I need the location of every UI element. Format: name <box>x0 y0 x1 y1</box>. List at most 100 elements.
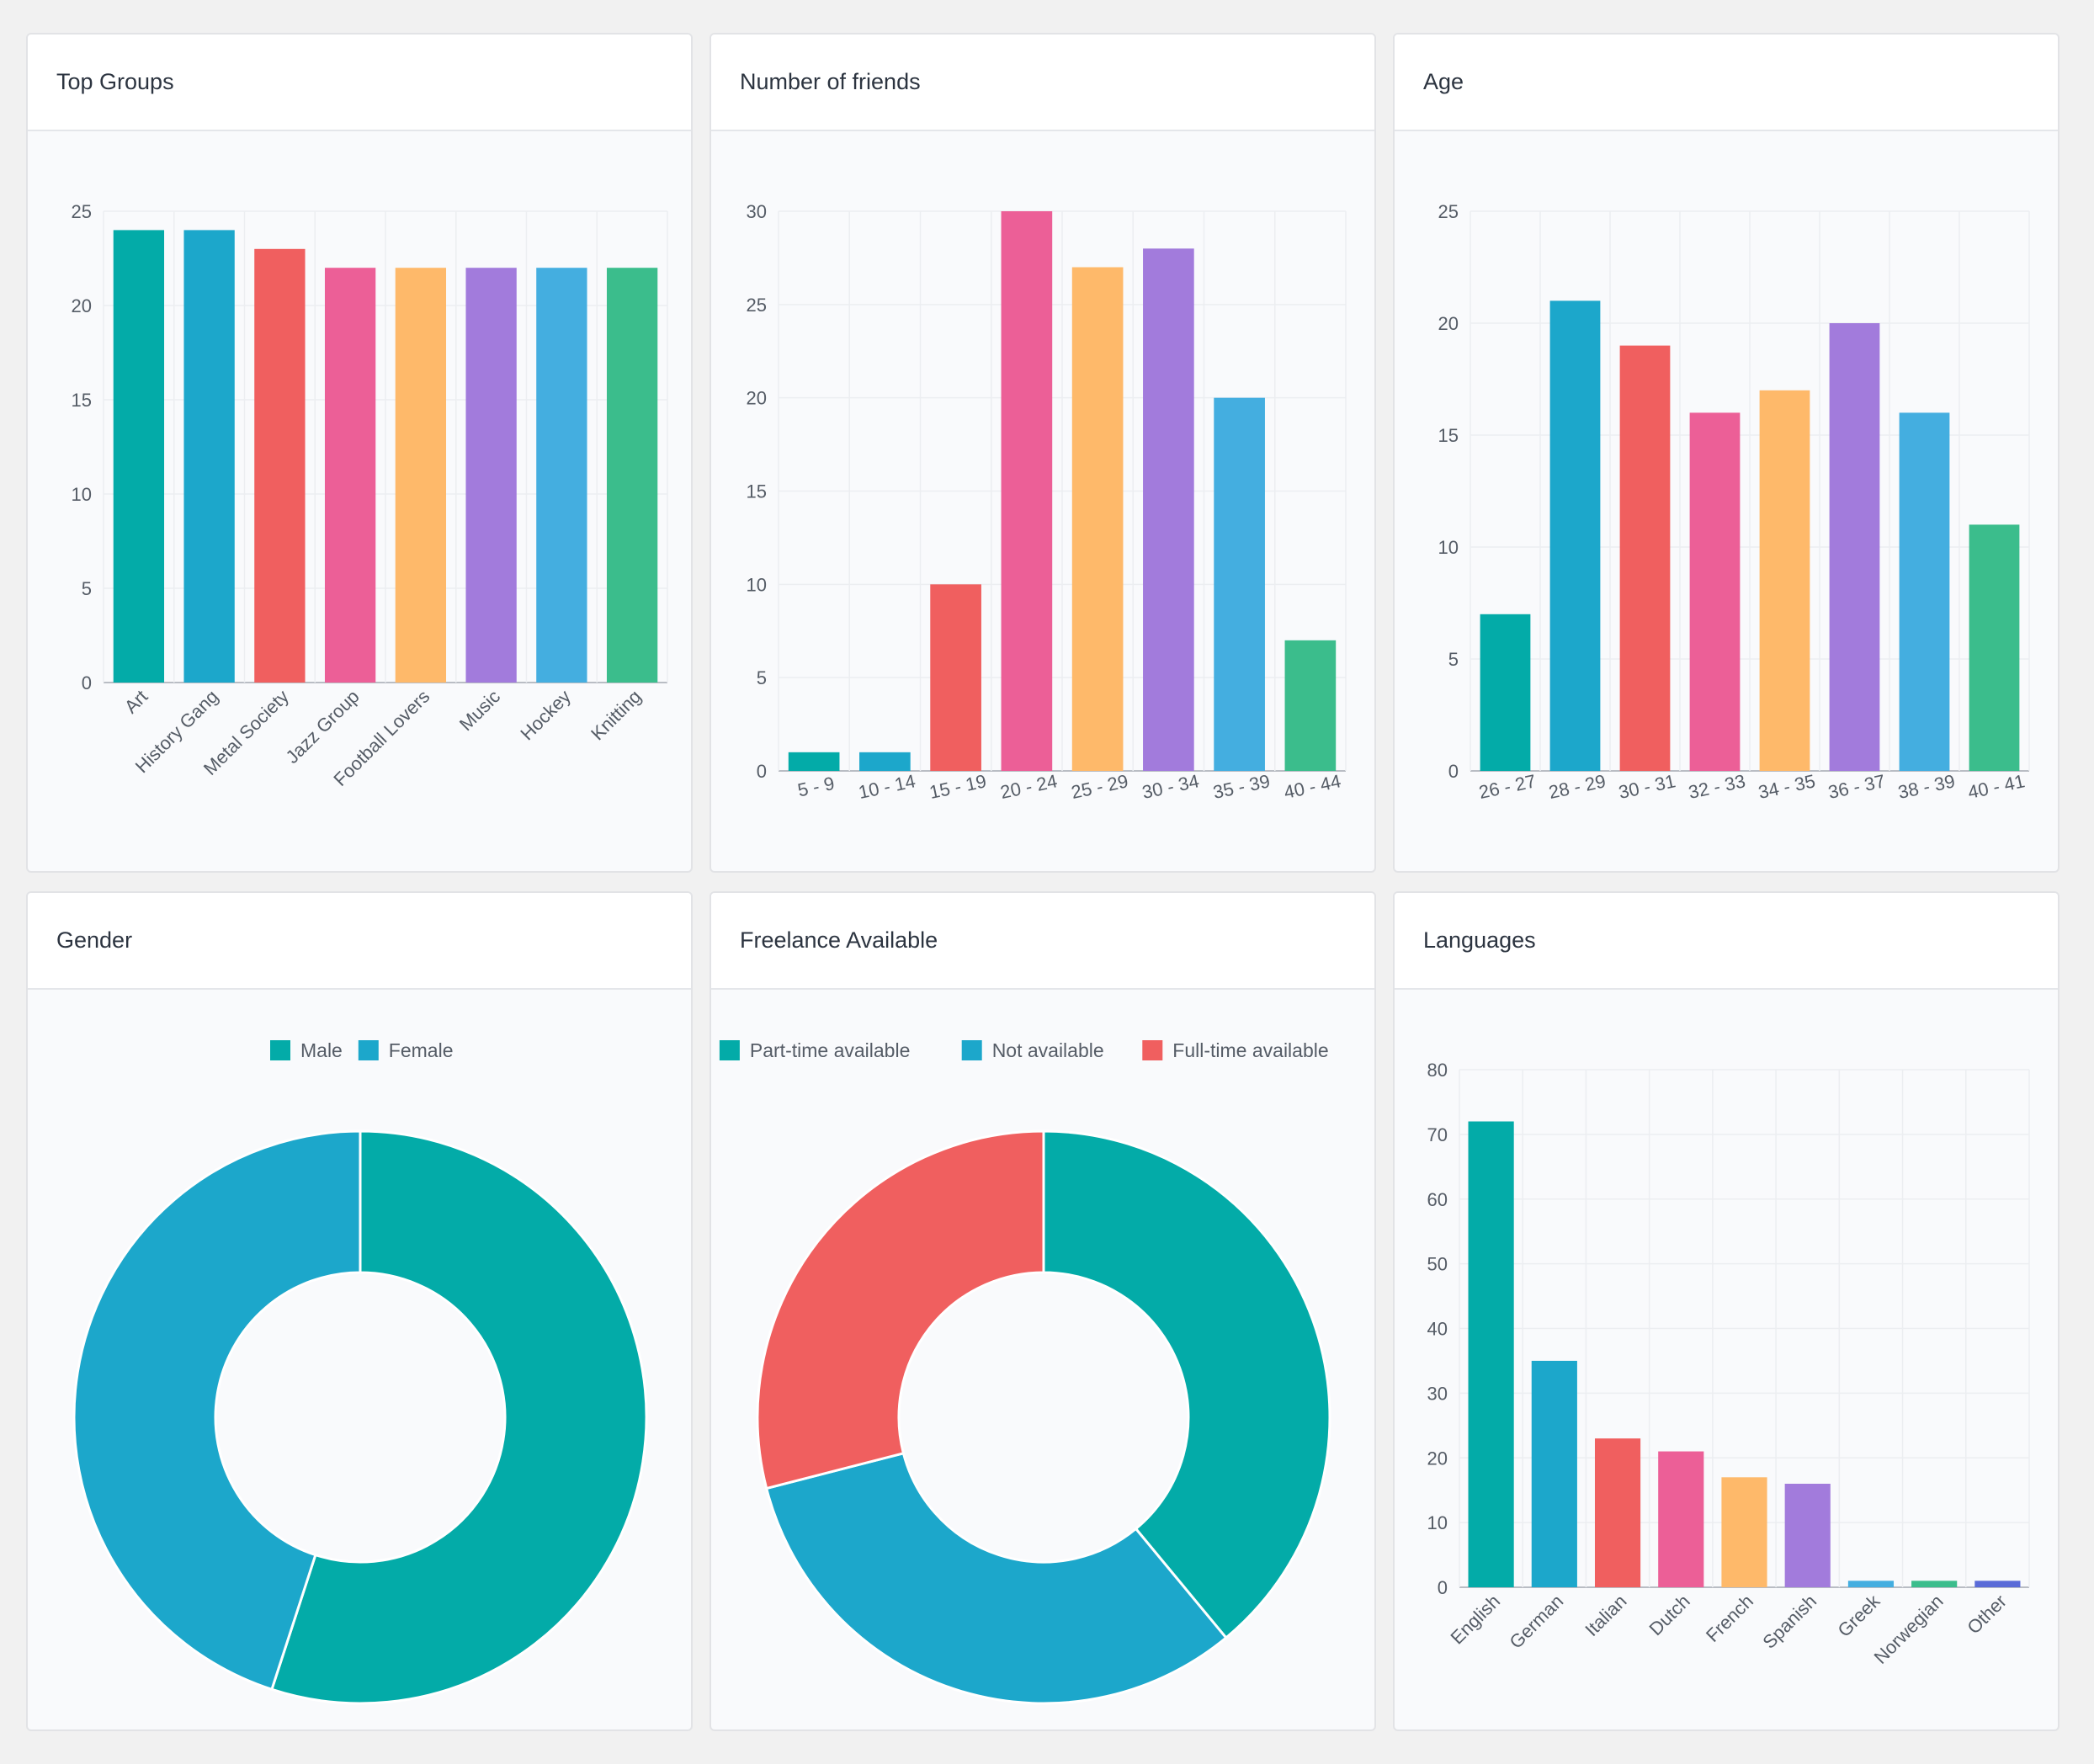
y-tick-label: 40 <box>1427 1319 1448 1340</box>
y-tick-label: 50 <box>1427 1254 1448 1275</box>
y-tick-label: 60 <box>1427 1189 1448 1210</box>
bar-35-39 <box>1214 397 1265 771</box>
bar-15-19 <box>930 584 981 771</box>
x-tick-label: 26 - 27 <box>1477 770 1538 803</box>
x-tick-label: 15 - 19 <box>927 770 988 803</box>
bar-history-gang <box>183 230 235 683</box>
bar-spanish <box>1784 1484 1831 1587</box>
age-chart: 0 5 10 15 20 25 26 - 27 28 - 29 30 - 31 32 - 33 34… <box>1438 201 2030 803</box>
x-tick-label: 30 - 34 <box>1140 770 1201 803</box>
y-tick-label: 25 <box>1438 201 1459 222</box>
card-gender: Gender Male Female <box>26 891 693 1731</box>
bar-30-31 <box>1619 345 1671 771</box>
bar-knitting <box>606 268 658 683</box>
bar-32-33 <box>1689 412 1741 771</box>
card-title: Top Groups <box>28 35 691 131</box>
y-tick-label: 15 <box>72 390 92 411</box>
x-tick-label: Knitting <box>587 686 646 745</box>
y-tick-label: 15 <box>747 481 767 502</box>
bar-10-14 <box>859 752 911 771</box>
bar-38-39 <box>1899 412 1950 771</box>
x-tick-label: 40 - 41 <box>1966 770 2027 803</box>
y-tick-label: 5 <box>82 578 92 599</box>
card-title: Age <box>1395 35 2058 131</box>
y-tick-label: 70 <box>1427 1124 1448 1145</box>
y-tick-label: 20 <box>747 388 767 409</box>
y-tick-label: 25 <box>72 201 92 222</box>
legend-label-part-time-available: Part-time available <box>750 1039 910 1061</box>
x-tick-label: 40 - 44 <box>1282 770 1342 803</box>
bar-36-37 <box>1829 323 1880 771</box>
slice-full-time-available <box>756 1129 1045 1490</box>
card-title: Number of friends <box>711 35 1374 131</box>
x-tick-label: 10 - 14 <box>857 770 917 803</box>
bar-art <box>113 230 165 683</box>
card-number-of-friends: Number of friends 0 5 10 15 20 25 30 5 - 9 10 - … <box>710 33 1376 873</box>
y-tick-label: 20 <box>1438 313 1459 334</box>
bar-music <box>465 268 517 683</box>
y-tick-label: 0 <box>757 761 767 782</box>
legend-label-full-time-available: Full-time available <box>1172 1039 1328 1061</box>
bar-dutch <box>1658 1451 1704 1587</box>
y-tick-label: 25 <box>747 295 767 316</box>
bar-hockey <box>536 268 587 683</box>
bar-french <box>1721 1477 1767 1587</box>
bar-greek <box>1847 1581 1895 1587</box>
bar-30-34 <box>1143 248 1194 771</box>
x-tick-label: 28 - 29 <box>1547 770 1608 803</box>
x-tick-label: 32 - 33 <box>1687 770 1747 803</box>
y-tick-label: 10 <box>747 574 767 595</box>
x-tick-label: Italian <box>1581 1591 1630 1640</box>
y-tick-label: 0 <box>1448 761 1459 782</box>
bar-34-35 <box>1759 390 1810 771</box>
legend-swatch-full-time-available <box>1142 1040 1163 1060</box>
freelance-available-chart: Part-time available Not available Full-tim… <box>719 1039 1331 1705</box>
x-tick-label: 25 - 29 <box>1069 770 1129 803</box>
card-age: Age 0 5 10 15 20 25 26 - 27 28 - 29 30 - 31 32 - … <box>1393 33 2059 873</box>
x-tick-label: Hockey <box>516 686 575 745</box>
gender-chart: Male Female <box>72 1039 648 1705</box>
y-tick-label: 5 <box>1448 649 1459 670</box>
x-tick-label: 34 - 35 <box>1757 770 1817 803</box>
y-tick-label: 5 <box>757 667 767 688</box>
bar-norwegian <box>1911 1581 1958 1587</box>
card-title: Gender <box>28 893 691 990</box>
bar-25-29 <box>1071 267 1124 771</box>
legend-swatch-not-available <box>961 1040 982 1060</box>
bar-english <box>1468 1121 1514 1587</box>
y-tick-label: 20 <box>72 295 92 316</box>
slice-not-available <box>764 1451 1228 1705</box>
legend-swatch-part-time-available <box>719 1040 740 1060</box>
bar-metal-society <box>254 248 306 683</box>
bar-40-41 <box>1969 524 2020 771</box>
number-of-friends-chart: 0 5 10 15 20 25 30 5 - 9 10 - 14 15 - 19 20 - 24 25… <box>747 201 1347 803</box>
x-tick-label: 36 - 37 <box>1826 770 1887 803</box>
legend-swatch-male <box>270 1040 290 1060</box>
x-tick-label: 20 - 24 <box>998 770 1059 803</box>
x-tick-label: Music <box>455 686 504 735</box>
legend-swatch-female <box>358 1040 379 1060</box>
bar-italian <box>1594 1438 1641 1587</box>
y-tick-label: 15 <box>1438 425 1459 446</box>
y-tick-label: 0 <box>82 672 92 693</box>
y-tick-label: 10 <box>1438 537 1459 558</box>
slice-female <box>72 1129 362 1692</box>
languages-chart: 0 10 20 30 40 50 60 70 80 English German Italian Dut… <box>1427 1060 2030 1668</box>
x-tick-label: Spanish <box>1758 1591 1820 1653</box>
legend-label-male: Male <box>300 1039 343 1061</box>
x-tick-label: 35 - 39 <box>1211 770 1272 803</box>
x-tick-label: Art <box>120 686 152 718</box>
bar-5-9 <box>788 752 840 771</box>
x-tick-label: Dutch <box>1645 1591 1693 1639</box>
card-freelance-available: Freelance Available Part-time available N… <box>710 891 1376 1731</box>
y-tick-label: 20 <box>1427 1448 1448 1469</box>
y-tick-label: 80 <box>1427 1060 1448 1081</box>
slice-male <box>270 1129 648 1705</box>
x-tick-label: Other <box>1963 1591 2011 1639</box>
x-tick-label: English <box>1446 1591 1504 1649</box>
bar-other <box>1974 1581 2021 1587</box>
card-top-groups: Top Groups 0 5 10 15 20 25 Art History Gang Meta… <box>26 33 693 873</box>
y-tick-label: 10 <box>72 484 92 505</box>
y-tick-label: 30 <box>1427 1383 1448 1404</box>
